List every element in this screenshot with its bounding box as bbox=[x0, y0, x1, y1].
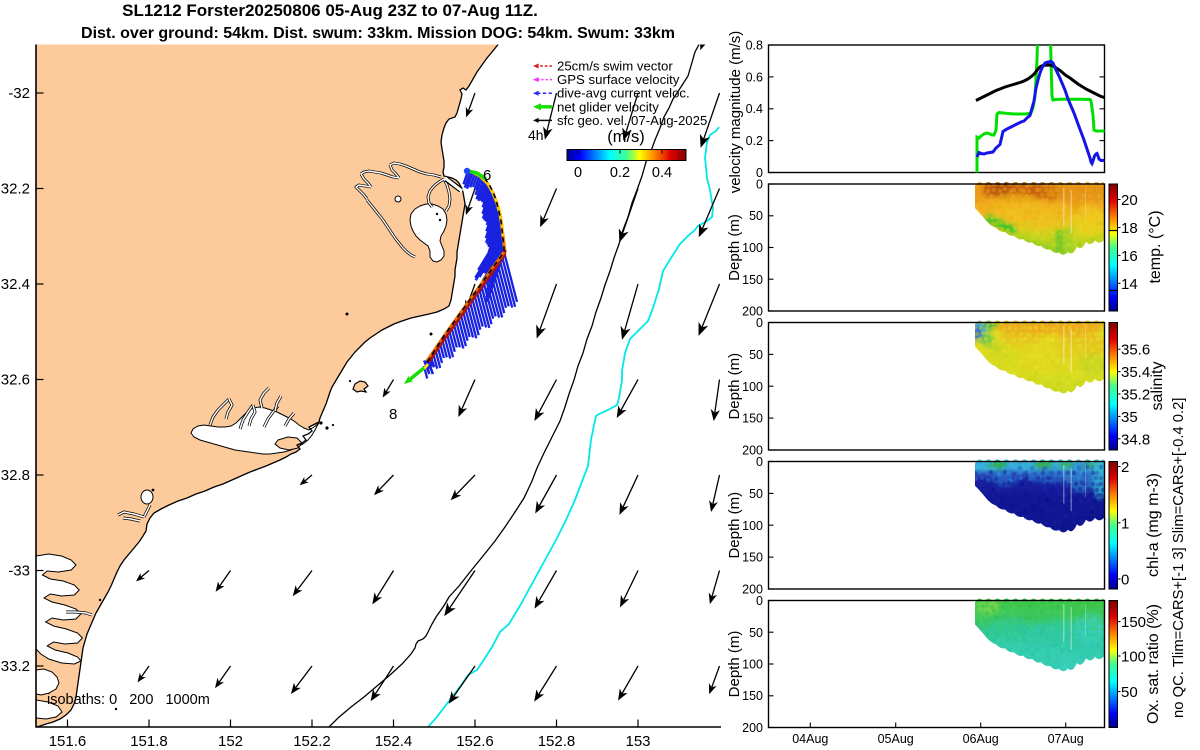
svg-text:05Aug: 05Aug bbox=[878, 732, 914, 746]
svg-text:0: 0 bbox=[756, 178, 763, 192]
svg-text:100: 100 bbox=[742, 380, 763, 394]
svg-text:35: 35 bbox=[1121, 409, 1138, 426]
svg-text:151.8: 151.8 bbox=[130, 733, 168, 750]
svg-text:04Aug: 04Aug bbox=[792, 732, 828, 746]
svg-text:-33: -33 bbox=[8, 563, 30, 580]
svg-text:35.2: 35.2 bbox=[1121, 387, 1150, 404]
svg-text:no QC. Tlim=CARS+[-1 3] Slim=C: no QC. Tlim=CARS+[-1 3] Slim=CARS+[-0.4 … bbox=[1171, 398, 1187, 718]
svg-text:07Aug: 07Aug bbox=[1048, 732, 1084, 746]
svg-text:50: 50 bbox=[749, 348, 763, 362]
svg-text:0: 0 bbox=[756, 166, 763, 180]
svg-text:0: 0 bbox=[756, 316, 763, 330]
svg-text:152.2: 152.2 bbox=[293, 733, 331, 750]
svg-text:50: 50 bbox=[1121, 684, 1138, 701]
svg-text:isobaths: 0 200 1000m: isobaths: 0 200 1000m bbox=[47, 692, 210, 708]
svg-text:dive-avg current veloc.: dive-avg current veloc. bbox=[557, 86, 690, 101]
svg-text:Ox. sat. ratio (%): Ox. sat. ratio (%) bbox=[1145, 604, 1162, 724]
svg-text:35.4: 35.4 bbox=[1121, 364, 1150, 381]
svg-text:14: 14 bbox=[1121, 276, 1138, 293]
svg-text:Depth (m): Depth (m) bbox=[726, 214, 743, 281]
svg-text:200: 200 bbox=[742, 444, 763, 458]
svg-text:150: 150 bbox=[742, 412, 763, 426]
svg-text:32.8: 32.8 bbox=[1, 467, 30, 484]
svg-text:sfc geo. vel. 07-Aug-2025: sfc geo. vel. 07-Aug-2025 bbox=[557, 113, 707, 128]
svg-text:salinity: salinity bbox=[1149, 362, 1166, 411]
svg-text:150: 150 bbox=[1121, 614, 1146, 631]
svg-text:152.8: 152.8 bbox=[538, 733, 576, 750]
svg-text:8: 8 bbox=[389, 406, 397, 423]
svg-text:32.4: 32.4 bbox=[1, 276, 30, 293]
svg-text:16: 16 bbox=[1121, 248, 1138, 265]
svg-text:0.6: 0.6 bbox=[746, 70, 763, 84]
svg-text:152.6: 152.6 bbox=[456, 733, 494, 750]
svg-text:velocity magnitude (m/s): velocity magnitude (m/s) bbox=[727, 31, 744, 194]
svg-text:100: 100 bbox=[742, 241, 763, 255]
svg-text:32.2: 32.2 bbox=[1, 181, 30, 198]
svg-text:32.6: 32.6 bbox=[1, 372, 30, 389]
svg-text:33.2: 33.2 bbox=[1, 658, 30, 675]
svg-text:SL1212 Forster20250806 05-Aug: SL1212 Forster20250806 05-Aug 23Z to 07-… bbox=[122, 1, 538, 20]
svg-text:chl-a (mg m-3): chl-a (mg m-3) bbox=[1145, 473, 1162, 577]
svg-text:200: 200 bbox=[742, 721, 763, 735]
svg-text:100: 100 bbox=[742, 658, 763, 672]
svg-text:100: 100 bbox=[1121, 649, 1146, 666]
svg-text:Depth (m): Depth (m) bbox=[726, 353, 743, 420]
svg-text:25cm/s swim vector: 25cm/s swim vector bbox=[557, 59, 673, 74]
svg-text:50: 50 bbox=[749, 209, 763, 223]
svg-text:35.6: 35.6 bbox=[1121, 342, 1150, 359]
svg-text:temp. (°C): temp. (°C) bbox=[1147, 210, 1164, 283]
svg-text:34.8: 34.8 bbox=[1121, 431, 1150, 448]
svg-text:2: 2 bbox=[1121, 459, 1129, 476]
svg-text:0.2: 0.2 bbox=[610, 165, 630, 181]
svg-text:4h: 4h bbox=[528, 127, 544, 143]
svg-text:50: 50 bbox=[749, 487, 763, 501]
svg-text:0.8: 0.8 bbox=[746, 39, 763, 53]
svg-text:0: 0 bbox=[574, 165, 582, 181]
svg-text:100: 100 bbox=[742, 519, 763, 533]
svg-text:(m/s): (m/s) bbox=[607, 128, 645, 146]
svg-text:20: 20 bbox=[1121, 192, 1138, 209]
svg-text:153: 153 bbox=[625, 733, 650, 750]
svg-text:200: 200 bbox=[742, 305, 763, 319]
svg-text:0: 0 bbox=[756, 455, 763, 469]
svg-text:151.6: 151.6 bbox=[49, 733, 87, 750]
svg-text:150: 150 bbox=[742, 551, 763, 565]
svg-text:50: 50 bbox=[749, 626, 763, 640]
svg-text:0.4: 0.4 bbox=[746, 102, 763, 116]
svg-text:Depth (m): Depth (m) bbox=[726, 492, 743, 559]
svg-text:net glider velocity: net glider velocity bbox=[557, 99, 659, 114]
svg-text:0: 0 bbox=[1121, 572, 1129, 589]
svg-text:06Aug: 06Aug bbox=[963, 732, 999, 746]
svg-text:150: 150 bbox=[742, 689, 763, 703]
svg-text:Depth (m): Depth (m) bbox=[726, 631, 743, 698]
svg-text:6: 6 bbox=[483, 167, 491, 184]
svg-text:18: 18 bbox=[1121, 220, 1138, 237]
svg-text:GPS surface velocity: GPS surface velocity bbox=[557, 72, 680, 87]
svg-text:0.2: 0.2 bbox=[746, 134, 763, 148]
svg-text:0: 0 bbox=[756, 594, 763, 608]
svg-text:200: 200 bbox=[742, 583, 763, 597]
svg-text:152.4: 152.4 bbox=[375, 733, 413, 750]
svg-text:150: 150 bbox=[742, 273, 763, 287]
svg-text:-32: -32 bbox=[8, 85, 30, 102]
svg-text:0.4: 0.4 bbox=[652, 165, 672, 181]
svg-text:152: 152 bbox=[218, 733, 243, 750]
svg-text:Dist. over ground: 54km. Dist.: Dist. over ground: 54km. Dist. swum: 33k… bbox=[81, 25, 675, 42]
svg-text:1: 1 bbox=[1121, 515, 1129, 532]
